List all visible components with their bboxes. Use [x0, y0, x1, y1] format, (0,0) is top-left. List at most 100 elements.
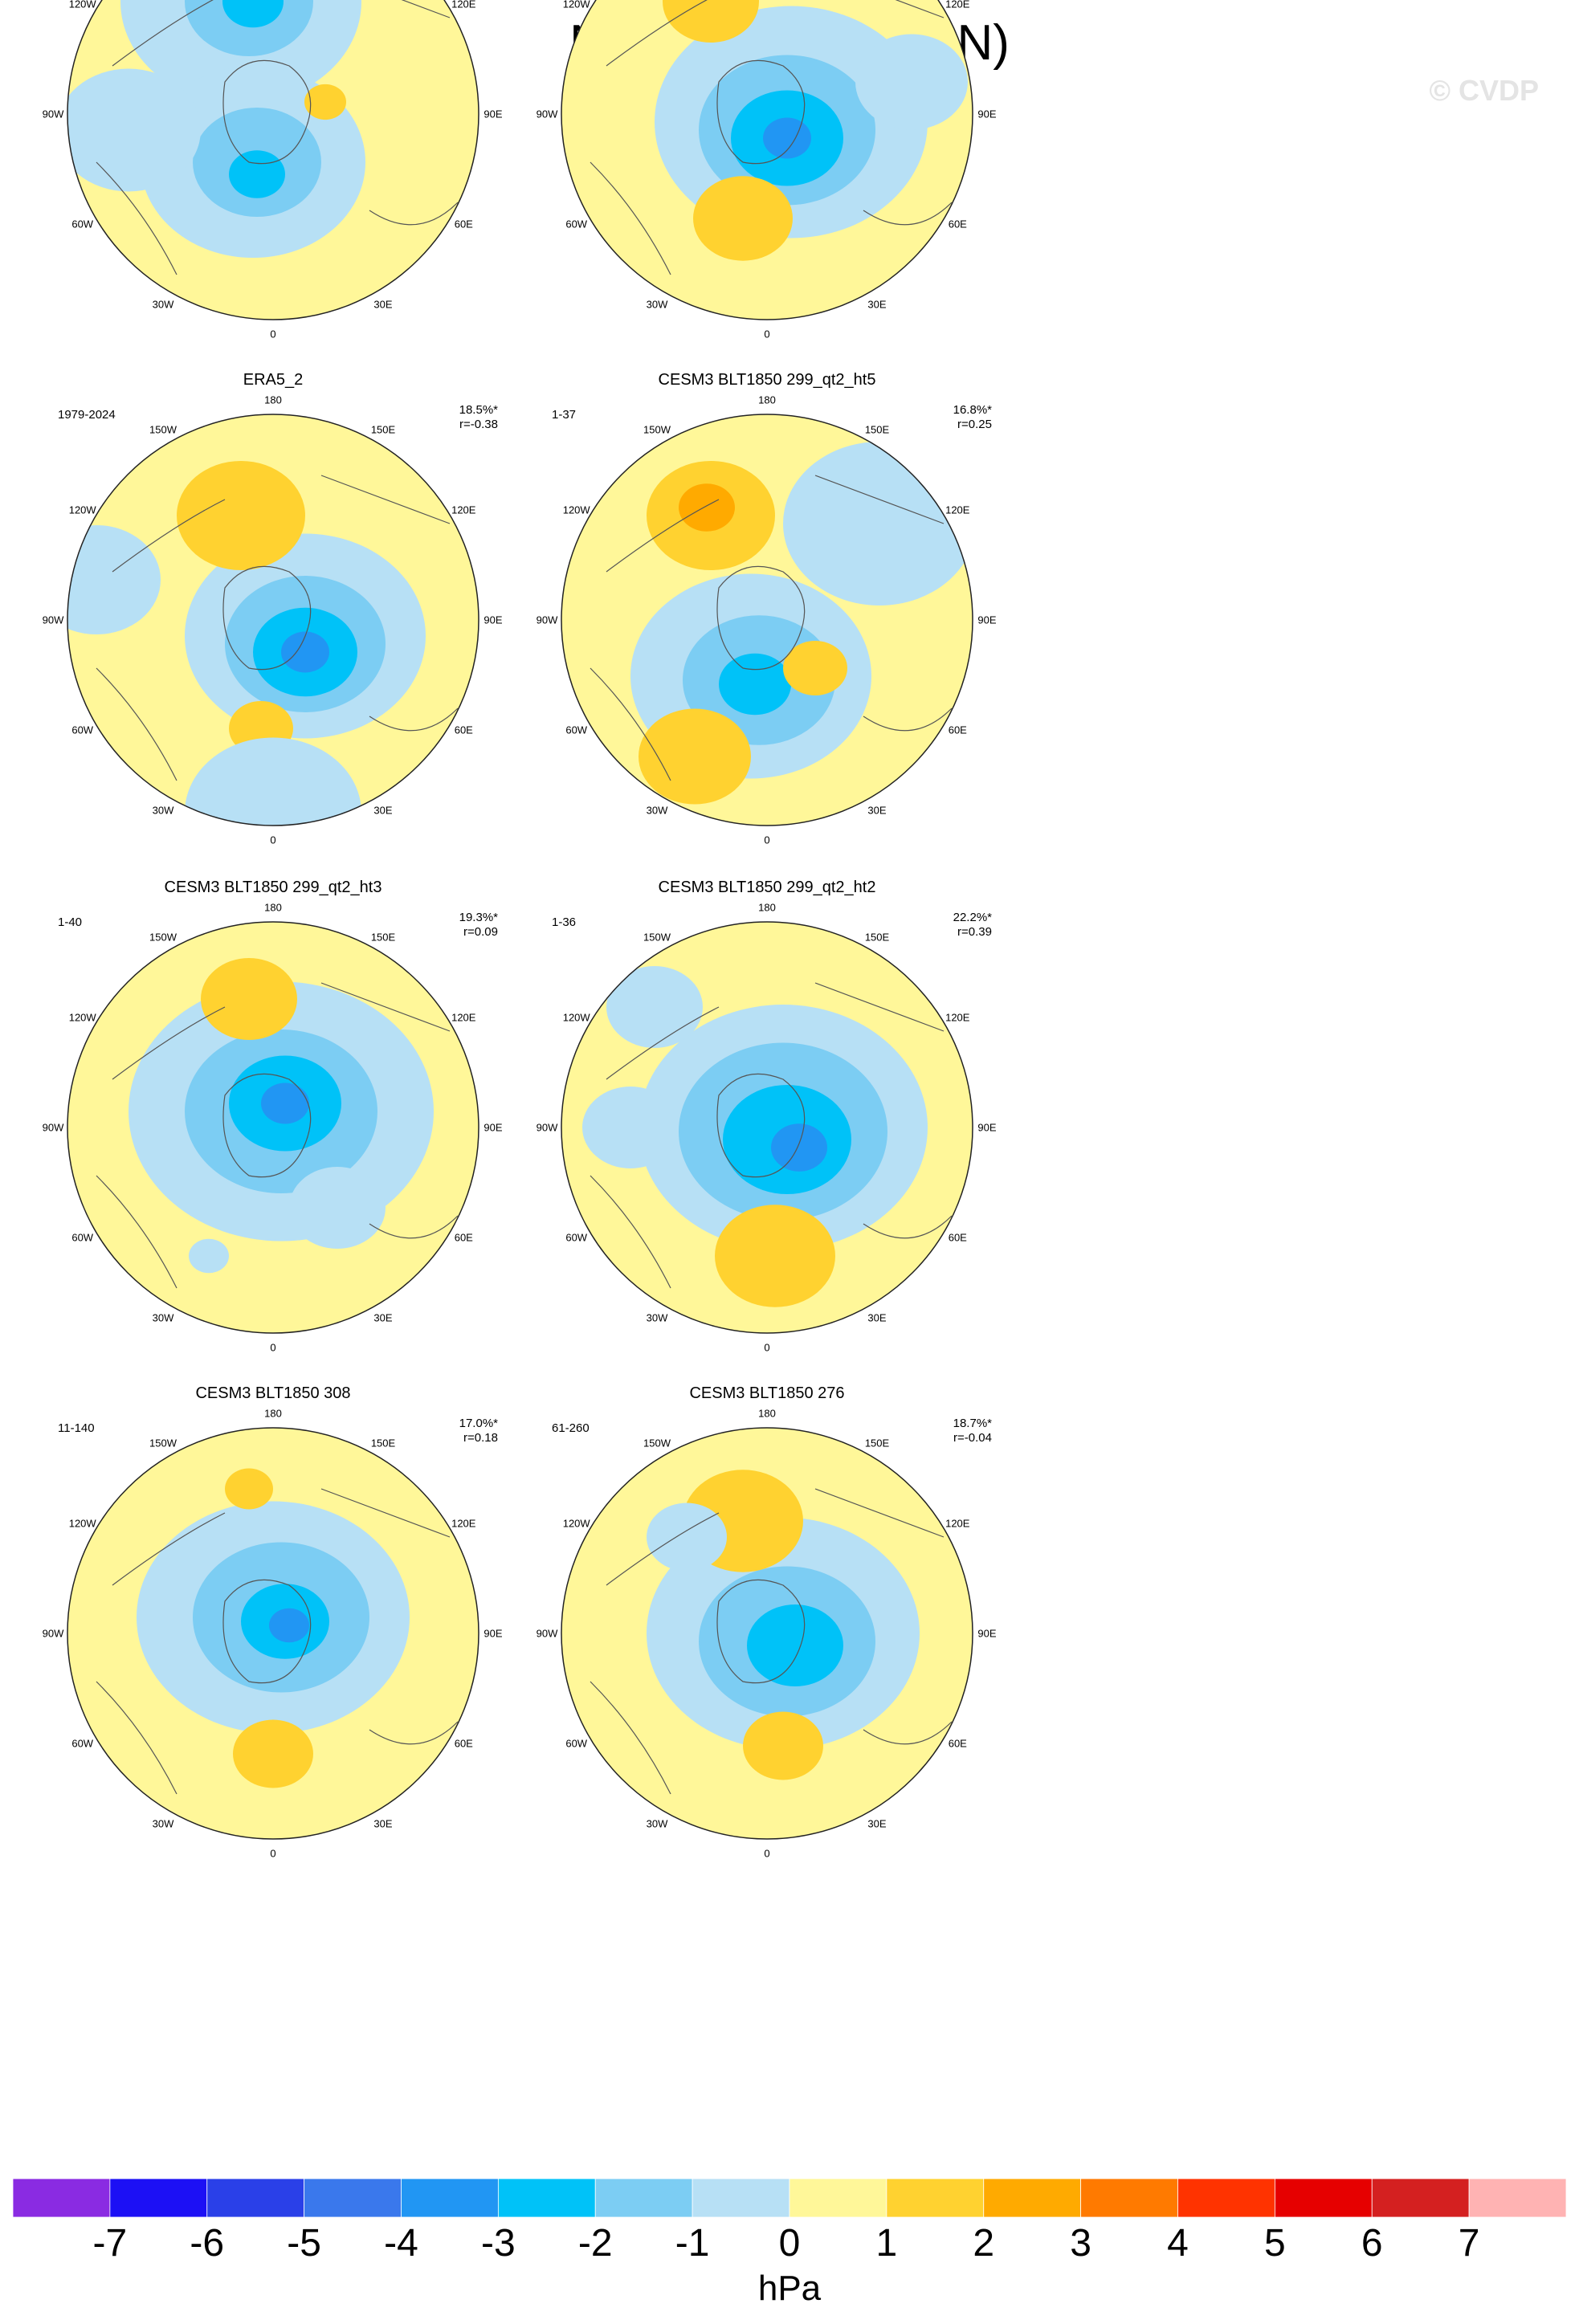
panel-stats: 22.2%* r=0.39: [953, 911, 992, 940]
map-panel: CESM3 BLT1850 308 11-140 17.0%* r=0.18 180 15…: [0, 1384, 546, 1882]
longitude-label: 60E: [948, 1737, 967, 1750]
anomaly-contour: [582, 1087, 679, 1168]
anomaly-contour: [606, 966, 703, 1048]
longitude-label: 60E: [454, 1737, 473, 1750]
colorbar-tick-label: 6: [1361, 2222, 1383, 2265]
longitude-label: 60E: [454, 1231, 473, 1244]
panel-title: CESM3 BLT1850 299_qt2_ht5: [658, 371, 876, 389]
anomaly-contour: [855, 34, 968, 130]
map-outline: [561, 0, 973, 320]
panel-stats: 17.0%* r=0.18: [459, 1417, 498, 1445]
anomaly-contour: [233, 1719, 313, 1788]
anomaly-contour: [67, 68, 201, 192]
map-outline: [561, 921, 973, 1334]
longitude-label: 90E: [483, 1627, 503, 1640]
longitude-label: 120E: [451, 0, 476, 10]
longitude-label: 150W: [643, 931, 671, 944]
longitude-label: 120E: [945, 1011, 970, 1024]
colorbar-tick-label: 5: [1264, 2222, 1286, 2265]
anomaly-contour: [185, 737, 361, 826]
coastline: [590, 982, 953, 1289]
panel-variance: 16.8%*: [953, 403, 992, 417]
longitude-label: 180: [264, 393, 282, 406]
longitude-label: 90W: [42, 108, 64, 120]
panel-title: CESM3 BLT1850 299_qt2_ht2: [658, 879, 876, 896]
longitude-label: 150E: [370, 931, 396, 944]
colorbar-swatch: [1468, 2179, 1566, 2217]
longitude-label: 30E: [867, 1817, 887, 1830]
colorbar-swatch: [886, 2179, 985, 2217]
anomaly-contour: [201, 958, 297, 1040]
map-panel: ERA20c_ERA5_comb1900-195916.7%*180150E12…: [0, 0, 546, 363]
longitude-label: 90W: [536, 108, 558, 120]
cvdp-watermark: © CVDP: [1429, 74, 1539, 107]
polar-map: [67, 1427, 479, 1840]
anomaly-contour: [743, 1711, 823, 1780]
longitude-label: 0: [270, 328, 276, 340]
panel-variance: 17.0%*: [459, 1417, 498, 1430]
longitude-label: 30W: [646, 1311, 668, 1324]
longitude-label: 90W: [536, 1627, 558, 1640]
polar-map: [561, 0, 973, 320]
colorbar-swatch: [206, 2179, 305, 2217]
anomaly-contour: [719, 653, 791, 716]
longitude-label: 90E: [483, 1121, 503, 1134]
anomaly-contour: [289, 1167, 386, 1249]
anomaly-contour: [281, 631, 329, 673]
colorbar-swatch: [497, 2179, 596, 2217]
colorbar-tick-label: -1: [675, 2222, 710, 2265]
map-outline: [67, 0, 479, 320]
colorbar-swatch: [1274, 2179, 1373, 2217]
anomaly-contour: [189, 1238, 229, 1274]
colorbar-tick-label: 7: [1458, 2222, 1480, 2265]
longitude-label: 120W: [68, 1517, 96, 1530]
anomaly-contour: [261, 1082, 309, 1124]
colorbar-tick-label: 2: [973, 2222, 995, 2265]
longitude-label: 90W: [536, 614, 558, 626]
longitude-label: 150E: [864, 423, 890, 436]
longitude-label: 150W: [643, 1437, 671, 1449]
longitude-label: 90E: [977, 1121, 997, 1134]
longitude-label: 60W: [565, 1737, 588, 1750]
anomaly-contour: [222, 0, 284, 28]
panel-period: 1-36: [552, 915, 577, 929]
coastline: [590, 475, 953, 781]
longitude-label: 60W: [71, 1737, 94, 1750]
colorbar-swatch: [401, 2179, 499, 2217]
longitude-label: 120W: [562, 0, 590, 10]
map-outline: [561, 414, 973, 826]
longitude-label: 0: [270, 834, 276, 846]
longitude-label: 120E: [945, 1517, 970, 1530]
longitude-label: 60W: [565, 724, 588, 736]
longitude-label: 90E: [977, 1627, 997, 1640]
longitude-label: 120W: [562, 504, 590, 516]
longitude-label: 0: [764, 1341, 770, 1354]
panel-period: 1-40: [58, 915, 83, 929]
anomaly-contour: [647, 1502, 727, 1572]
longitude-label: 180: [264, 901, 282, 914]
longitude-label: 90W: [42, 1627, 64, 1640]
anomaly-contour: [269, 1608, 309, 1643]
panel-stats: 18.7%* r=-0.04: [953, 1417, 992, 1445]
colorbar-swatch: [1080, 2179, 1178, 2217]
panel-period: 11-140: [58, 1421, 95, 1435]
longitude-label: 60W: [565, 1231, 588, 1244]
colorbar-tick-label: -2: [577, 2222, 613, 2265]
panel-period: 1-37: [552, 408, 577, 422]
map-outline: [67, 921, 479, 1334]
longitude-label: 60E: [454, 218, 473, 230]
longitude-label: 120E: [451, 504, 476, 516]
anomaly-contour: [747, 1604, 843, 1686]
longitude-label: 120W: [562, 1517, 590, 1530]
panel-correlation: r=0.09: [463, 925, 498, 939]
colorbar-tick-label: 1: [875, 2222, 898, 2265]
map-panel: ERA51950-202419.0%*r=-0.28180150E120E90E…: [494, 0, 1040, 363]
map-panel: CESM3 BLT1850 299_qt2_ht5 1-37 16.8%* r=0.2…: [494, 371, 1040, 869]
map-panel: CESM3 BLT1850 299_qt2_ht2 1-36 22.2%* r=0.3…: [494, 879, 1040, 1376]
panel-correlation: r=-0.04: [953, 1431, 992, 1445]
longitude-label: 150W: [643, 423, 671, 436]
map-panel: CESM3 BLT1850 299_qt2_ht3 1-40 19.3%* r=0.0…: [0, 879, 546, 1376]
panel-title: CESM3 BLT1850 276: [689, 1384, 845, 1402]
longitude-label: 120E: [451, 1517, 476, 1530]
anomaly-contour: [304, 84, 346, 120]
